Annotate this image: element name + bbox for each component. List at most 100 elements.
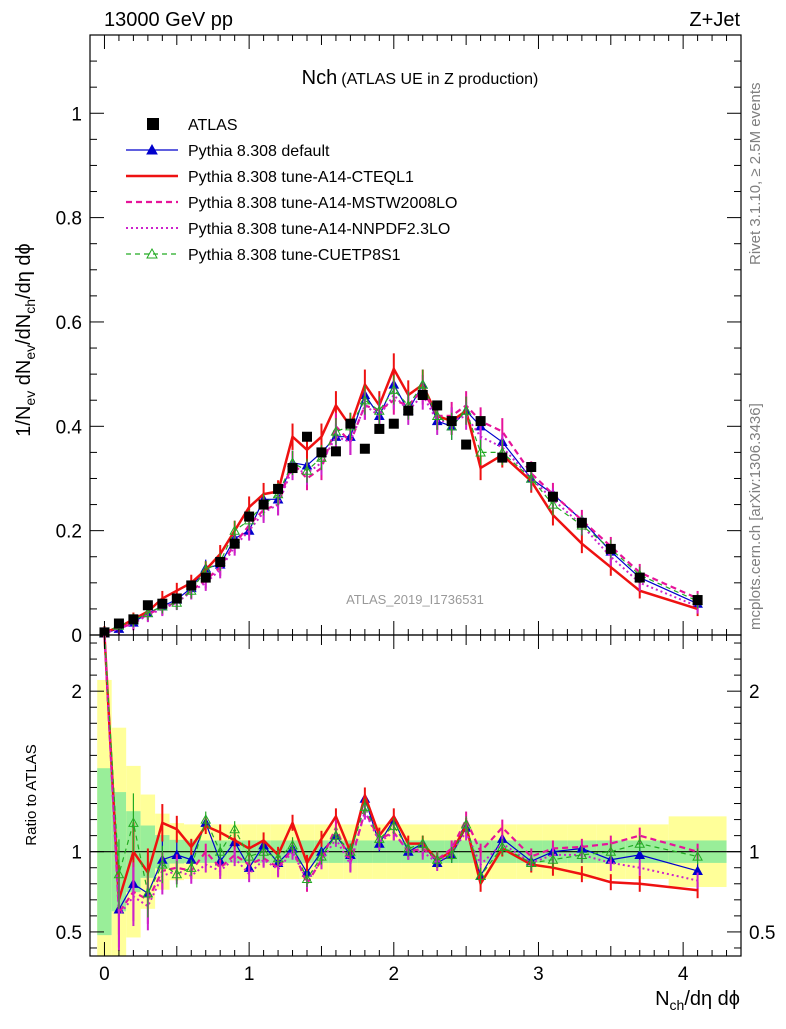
atlas-data-point	[244, 511, 255, 522]
ratio-pythia-8-308-tune-cuetp8s1-marker	[475, 870, 486, 880]
ratio-series-layer	[103, 634, 703, 951]
legend-entry-pythia-8-308-tune-a14-cteql1: Pythia 8.308 tune-A14-CTEQL1	[126, 169, 414, 186]
legend-label: Pythia 8.308 tune-A14-CTEQL1	[188, 169, 414, 186]
pythia-8-308-tune-cuetp8s1-marker	[460, 405, 472, 415]
legend-entry-pythia-8-308-tune-a14-mstw2008lo: Pythia 8.308 tune-A14-MSTW2008LO	[126, 195, 457, 212]
ylabel-part-1: 1/N	[13, 406, 35, 437]
plot-title: Nch (ATLAS UE in Z production)	[302, 67, 539, 89]
ratio-pythia-8-308-tune-cuetp8s1-marker	[243, 850, 255, 861]
axis-ticks: 0 0.2 0.4 0.6 0.8 1 0 1 2 3 4 0.5 0.5 1 1 2 2	[56, 35, 775, 985]
ratio-pythia-8-308-tune-cuetp8s1-marker	[388, 820, 400, 831]
atlas-data-point	[229, 538, 240, 549]
legend-label: Pythia 8.308 tune-A14-MSTW2008LO	[188, 195, 457, 212]
pythia-8-308-tune-cuetp8s1-marker	[417, 379, 429, 389]
plot-title-main: Nch	[302, 67, 338, 89]
pythia-8-308-tune-cuetp8s1-marker	[301, 465, 313, 475]
x-tick-label: 0	[99, 964, 110, 985]
ratio-y-tick-label: 1	[71, 843, 82, 864]
ylabel-sub-3: ch	[22, 299, 38, 314]
ratio-pythia-8-308-tune-cuetp8s1-marker	[345, 846, 356, 856]
ylabel-sub-1: ev	[22, 391, 38, 406]
ratio-pythia-8-308-tune-cuetp8s1-marker	[460, 818, 472, 829]
ratio-pythia-8-308-tune-a14-nnpdf2-3lo-line	[103, 634, 698, 919]
ylabel-part-4: /dη dϕ	[13, 243, 35, 299]
main-y-tick-label: 0.2	[56, 522, 82, 543]
ratio-pythia-8-308-tune-cuetp8s1-marker	[402, 842, 414, 853]
ratio-pythia-8-308-tune-cuetp8s1-marker	[446, 849, 458, 859]
atlas-data-point	[446, 416, 457, 427]
ratio-pythia-8-308-tune-cuetp8s1-marker	[330, 830, 342, 840]
atlas-data-point	[287, 463, 298, 474]
ratio-pythia-8-308-tune-cuetp8s1-marker	[301, 873, 313, 884]
atlas-data-point	[634, 572, 645, 583]
atlas-data-point	[388, 418, 399, 429]
ratio-pythia-8-308-tune-cuetp8s1-marker	[547, 854, 559, 864]
legend-marker-pythia-8-308-tune-cuetp8s1	[146, 247, 158, 259]
ratio-pythia-8-308-tune-a14-cteql1-line	[103, 634, 698, 901]
ratio-pythia-8-308-tune-cuetp8s1-marker	[142, 887, 154, 898]
xlabel-sub-1: ch	[670, 997, 685, 1013]
legend-label: ATLAS	[188, 117, 238, 134]
main-y-tick-label: 0	[71, 626, 82, 647]
atlas-data-point	[526, 462, 537, 472]
ratio-pythia-8-308-tune-cuetp8s1-marker	[359, 801, 371, 811]
ylabel-sub-2: ev	[22, 345, 38, 360]
atlas-data-point	[475, 416, 486, 427]
ratio-pythia-8-308-tune-cuetp8s1-marker	[156, 858, 168, 869]
ratio-pythia-8-308-tune-cuetp8s1-marker	[373, 833, 385, 843]
ratio-y-tick-label: 0.5	[56, 923, 82, 944]
atlas-data-point	[113, 618, 124, 629]
atlas-data-point	[200, 572, 211, 583]
legend-label: Pythia 8.308 tune-CUETP8S1	[188, 247, 401, 264]
ratio-frame	[89, 634, 742, 957]
legend-entry-pythia-8-308-tune-cuetp8s1: Pythia 8.308 tune-CUETP8S1	[126, 247, 401, 264]
ratio-y-axis-title: Ratio to ATLAS	[23, 744, 40, 845]
ratio-pythia-8-308-tune-cuetp8s1-marker	[496, 841, 508, 851]
legend-marker-pythia-8-308-default	[146, 143, 158, 155]
ratio-pythia-8-308-tune-cuetp8s1-marker	[692, 850, 703, 861]
x-tick-label: 2	[389, 964, 400, 985]
ratio-pythia-8-308-tune-cuetp8s1-marker	[128, 817, 139, 827]
ratio-pythia-8-308-tune-cuetp8s1-marker	[431, 854, 443, 864]
ratio-y-tick-label-right: 1	[749, 843, 760, 864]
pythia-8-308-tune-cuetp8s1-marker	[142, 607, 154, 618]
atlas-data-point	[417, 390, 428, 400]
atlas-data-point	[461, 439, 472, 450]
ratio-pythia-8-308-tune-cuetp8s1-marker	[171, 868, 183, 879]
pythia-8-308-tune-cuetp8s1-marker	[547, 499, 559, 509]
atlas-data-point	[345, 418, 356, 429]
legend-label: Pythia 8.308 default	[188, 143, 330, 160]
legend-swatch-atlas	[147, 118, 159, 130]
ylabel-part-2: dN	[13, 360, 35, 391]
xlabel-part-1: N	[655, 988, 669, 1010]
main-y-tick-label: 0.8	[56, 209, 82, 230]
atlas-data-point	[374, 423, 385, 434]
ratio-y-tick-label-right: 2	[749, 682, 760, 703]
main-y-tick-label: 1	[71, 104, 82, 125]
atlas-data-point	[330, 446, 341, 457]
main-y-tick-label: 0.6	[56, 313, 82, 334]
rivet-version-label: Rivet 3.1.10, ≥ 2.5M events	[747, 83, 764, 266]
pythia-8-308-tune-cuetp8s1-marker	[330, 425, 342, 436]
mcplots-label: mcplots.cern.ch [arXiv:1306.3436]	[747, 403, 764, 630]
ylabel-part-3: /dN	[13, 314, 35, 345]
pythia-8-308-default-line	[104, 383, 698, 634]
atlas-data-point	[258, 499, 269, 510]
pythia-8-308-tune-cuetp8s1-marker	[475, 446, 486, 457]
x-tick-label: 4	[678, 964, 689, 985]
atlas-data-point	[302, 431, 312, 442]
ratio-pythia-8-308-tune-cuetp8s1-marker	[287, 839, 298, 850]
main-data-layer	[99, 390, 703, 638]
pythia-8-308-tune-cuetp8s1-line	[104, 383, 698, 634]
atlas-data-point	[692, 595, 703, 606]
ratio-pythia-8-308-tune-cuetp8s1-marker	[576, 849, 588, 859]
ratio-pythia-8-308-default-marker	[634, 849, 646, 859]
atlas-data-point	[432, 400, 443, 411]
atlas-data-point	[605, 543, 616, 554]
ratio-pythia-8-308-tune-cuetp8s1-marker	[229, 823, 241, 834]
ratio-pythia-8-308-tune-cuetp8s1-marker	[316, 850, 327, 861]
legend-label: Pythia 8.308 tune-A14-NNPDF2.3LO	[188, 221, 450, 238]
atlas-data-point	[273, 483, 284, 494]
pythia-8-308-tune-cuetp8s1-marker	[359, 394, 371, 405]
pythia-8-308-tune-cuetp8s1-marker	[431, 410, 443, 420]
